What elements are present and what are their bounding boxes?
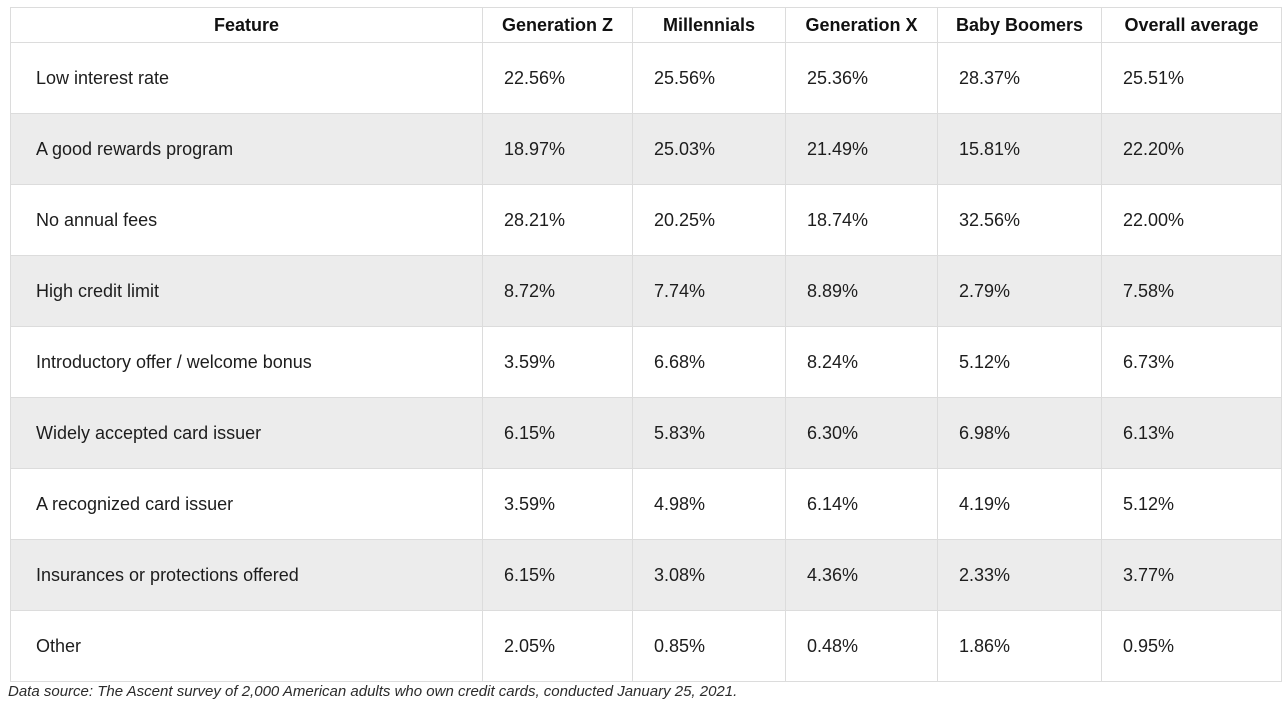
credit-card-feature-table: Feature Generation Z Millennials Generation… [10,7,1282,682]
value-cell: 6.13% [1101,397,1282,469]
value-cell: 8.72% [482,255,633,327]
feature-cell: Low interest rate [10,42,483,114]
value-cell: 6.30% [785,397,938,469]
table-row: Widely accepted card issuer 6.15% 5.83% 6.3… [10,397,1282,469]
feature-cell: A good rewards program [10,113,483,185]
table-row: A recognized card issuer 3.59% 4.98% 6.14% 4… [10,468,1282,540]
table-row: Other 2.05% 0.85% 0.48% 1.86% 0.95% [10,610,1282,682]
value-cell: 7.58% [1101,255,1282,327]
value-cell: 2.33% [937,539,1102,611]
column-header: Generation Z [482,7,633,43]
value-cell: 2.79% [937,255,1102,327]
value-cell: 25.51% [1101,42,1282,114]
table-row: Low interest rate 22.56% 25.56% 25.36% 28.37… [10,42,1282,114]
table-row: A good rewards program 18.97% 25.03% 21.49%… [10,113,1282,185]
column-header-feature: Feature [10,7,483,43]
value-cell: 6.15% [482,539,633,611]
value-cell: 25.03% [632,113,786,185]
value-cell: 2.05% [482,610,633,682]
value-cell: 28.21% [482,184,633,256]
value-cell: 32.56% [937,184,1102,256]
feature-cell: A recognized card issuer [10,468,483,540]
value-cell: 25.56% [632,42,786,114]
value-cell: 6.15% [482,397,633,469]
value-cell: 15.81% [937,113,1102,185]
feature-cell: Other [10,610,483,682]
column-header: Overall average [1101,7,1282,43]
value-cell: 6.73% [1101,326,1282,398]
feature-cell: No annual fees [10,184,483,256]
value-cell: 18.97% [482,113,633,185]
value-cell: 4.98% [632,468,786,540]
value-cell: 20.25% [632,184,786,256]
table-row: Insurances or protections offered 6.15% 3.… [10,539,1282,611]
data-source-note: Data source: The Ascent survey of 2,000 … [8,683,738,700]
value-cell: 28.37% [937,42,1102,114]
value-cell: 3.59% [482,468,633,540]
header-row: Feature Generation Z Millennials Generation… [10,7,1282,43]
table-row: Introductory offer / welcome bonus 3.59% 6… [10,326,1282,398]
feature-cell: Widely accepted card issuer [10,397,483,469]
value-cell: 0.85% [632,610,786,682]
value-cell: 18.74% [785,184,938,256]
feature-cell: Insurances or protections offered [10,539,483,611]
value-cell: 25.36% [785,42,938,114]
value-cell: 22.00% [1101,184,1282,256]
value-cell: 5.12% [937,326,1102,398]
value-cell: 8.89% [785,255,938,327]
column-header: Millennials [632,7,786,43]
column-header: Generation X [785,7,938,43]
feature-cell: Introductory offer / welcome bonus [10,326,483,398]
value-cell: 1.86% [937,610,1102,682]
value-cell: 4.19% [937,468,1102,540]
value-cell: 21.49% [785,113,938,185]
value-cell: 6.98% [937,397,1102,469]
table-row: No annual fees 28.21% 20.25% 18.74% 32.56% 22… [10,184,1282,256]
value-cell: 22.56% [482,42,633,114]
value-cell: 3.08% [632,539,786,611]
value-cell: 6.14% [785,468,938,540]
credit-card-feature-table-container: Feature Generation Z Millennials Generation… [10,7,1282,682]
value-cell: 5.83% [632,397,786,469]
value-cell: 8.24% [785,326,938,398]
value-cell: 0.95% [1101,610,1282,682]
value-cell: 3.77% [1101,539,1282,611]
column-header: Baby Boomers [937,7,1102,43]
feature-cell: High credit limit [10,255,483,327]
value-cell: 22.20% [1101,113,1282,185]
value-cell: 4.36% [785,539,938,611]
value-cell: 5.12% [1101,468,1282,540]
value-cell: 6.68% [632,326,786,398]
value-cell: 3.59% [482,326,633,398]
value-cell: 7.74% [632,255,786,327]
table-row: High credit limit 8.72% 7.74% 8.89% 2.79% 7.5… [10,255,1282,327]
value-cell: 0.48% [785,610,938,682]
